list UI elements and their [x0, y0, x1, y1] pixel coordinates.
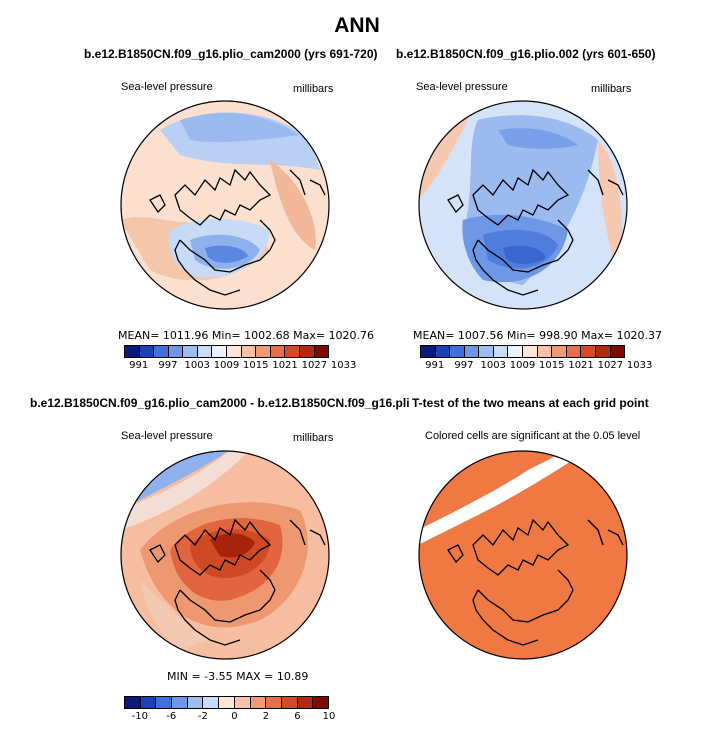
- colorbar-tick-label: 1009: [509, 360, 536, 371]
- colorbar-bl: -10 -6 -2 0 2 6 10: [124, 696, 336, 722]
- colorbar-tr: 991 997 1003 1009 1015 1021 1027 1033: [420, 345, 652, 371]
- colorbar-swatch: [256, 346, 271, 357]
- colorbar-swatch: [125, 697, 141, 708]
- colorbar-swatch: [219, 697, 235, 708]
- colorbar-tick-label: 997: [454, 360, 474, 371]
- map-tr: [418, 100, 628, 310]
- colorbar-swatch: [139, 346, 155, 357]
- colorbar-swatch: [595, 346, 611, 357]
- colorbar-swatch: [281, 697, 298, 708]
- colorbar-swatch: [197, 346, 213, 357]
- panel-tr-case: b.e12.B1850CN.f09_g16.plio.002 (yrs 601-…: [396, 47, 656, 61]
- colorbar-swatch: [172, 697, 188, 708]
- colorbar-tick-label: 2: [262, 711, 270, 722]
- colorbar-swatch: [552, 346, 567, 357]
- colorbar-swatch: [537, 346, 553, 357]
- colorbar-tick-label: 1015: [539, 360, 565, 371]
- colorbar-swatch: [125, 346, 140, 357]
- colorbar-tick-label: -10: [131, 711, 148, 722]
- colorbar-tick-label: -2: [197, 711, 208, 722]
- colorbar-swatch: [464, 346, 480, 357]
- colorbar-tick-label: 1027: [301, 360, 328, 371]
- panel-bl-units: millibars: [293, 432, 334, 444]
- panel-tr-variable: Sea-level pressure: [416, 81, 508, 93]
- colorbar-swatch: [508, 346, 524, 357]
- colorbar-tick-label: 1003: [480, 360, 506, 371]
- colorbar-swatch: [154, 346, 169, 357]
- colorbar-tick-label: 1015: [243, 360, 269, 371]
- colorbar-tick-label: 10: [322, 711, 336, 722]
- panel-bl-stats: MIN = -3.55 MAX = 10.89: [167, 670, 309, 683]
- colorbar-tick-label: 1021: [568, 360, 594, 371]
- colorbar-swatch: [187, 697, 204, 708]
- colorbar-swatch: [493, 346, 509, 357]
- colorbar-swatch: [183, 346, 198, 357]
- colorbar-swatch: [314, 346, 329, 357]
- colorbar-swatch: [566, 346, 582, 357]
- colorbar-swatch: [234, 697, 251, 708]
- colorbar-swatch: [250, 697, 267, 708]
- colorbar-swatch: [299, 346, 315, 357]
- colorbar-swatch: [610, 346, 625, 357]
- colorbar-tick-label: 1033: [330, 360, 357, 371]
- panel-tl-variable: Sea-level pressure: [121, 81, 213, 93]
- colorbar-swatch: [156, 697, 173, 708]
- panel-bl-case: b.e12.B1850CN.f09_g16.plio_cam2000 - b.e…: [30, 396, 441, 410]
- colorbar-tr-swatches: [420, 345, 625, 358]
- panel-tl-units: millibars: [293, 83, 334, 95]
- colorbar-tick-label: 1021: [272, 360, 298, 371]
- colorbar-swatch: [241, 346, 257, 357]
- colorbar-tick-label: 997: [158, 360, 178, 371]
- figure-title: ANN: [334, 14, 380, 37]
- colorbar-tick-label: 1033: [626, 360, 653, 371]
- colorbar-tr-ticks: 991 997 1003 1009 1015 1021 1027 1033: [420, 358, 652, 371]
- map-tl: [120, 100, 330, 310]
- colorbar-tick-label: 991: [129, 360, 149, 371]
- panel-br-case: T-test of the two means at each grid poi…: [410, 396, 649, 410]
- colorbar-tick-label: -6: [166, 711, 177, 722]
- colorbar-tl-ticks: 991 997 1003 1009 1015 1021 1027 1033: [124, 358, 356, 371]
- colorbar-bl-ticks: -10 -6 -2 0 2 6 10: [124, 709, 336, 722]
- colorbar-swatch: [523, 346, 538, 357]
- colorbar-swatch: [421, 346, 436, 357]
- panel-tl-case: b.e12.B1850CN.f09_g16.plio_cam2000 (yrs …: [84, 47, 378, 61]
- panel-br-note: Colored cells are significant at the 0.0…: [425, 430, 641, 442]
- colorbar-swatch: [140, 697, 157, 708]
- colorbar-bl-swatches: [124, 696, 329, 709]
- colorbar-tick-label: 1003: [184, 360, 210, 371]
- colorbar-swatch: [435, 346, 451, 357]
- colorbar-tick-label: 1027: [597, 360, 624, 371]
- colorbar-swatch: [450, 346, 465, 357]
- colorbar-tick-label: 991: [425, 360, 445, 371]
- colorbar-swatch: [270, 346, 286, 357]
- colorbar-tick-label: 6: [294, 711, 301, 722]
- colorbar-swatch: [479, 346, 494, 357]
- map-bl: [120, 450, 330, 660]
- colorbar-swatch: [266, 697, 282, 708]
- colorbar-swatch: [313, 697, 328, 708]
- colorbar-swatch: [227, 346, 242, 357]
- colorbar-swatch: [285, 346, 300, 357]
- colorbar-swatch: [581, 346, 596, 357]
- colorbar-tick-label: 1009: [213, 360, 240, 371]
- map-br: [418, 450, 628, 660]
- panel-tl-stats: MEAN= 1011.96 Min= 1002.68 Max= 1020.76: [118, 329, 375, 342]
- colorbar-swatch: [203, 697, 220, 708]
- colorbar-swatch: [168, 346, 184, 357]
- colorbar-tl: 991 997 1003 1009 1015 1021 1027 1033: [124, 345, 356, 371]
- panel-tr-units: millibars: [591, 83, 632, 95]
- colorbar-swatch: [297, 697, 314, 708]
- panel-tr-stats: MEAN= 1007.56 Min= 998.90 Max= 1020.37: [413, 329, 663, 342]
- panel-bl-variable: Sea-level pressure: [121, 430, 213, 442]
- colorbar-tl-swatches: [124, 345, 329, 358]
- colorbar-swatch: [212, 346, 228, 357]
- colorbar-tick-label: 0: [231, 711, 238, 722]
